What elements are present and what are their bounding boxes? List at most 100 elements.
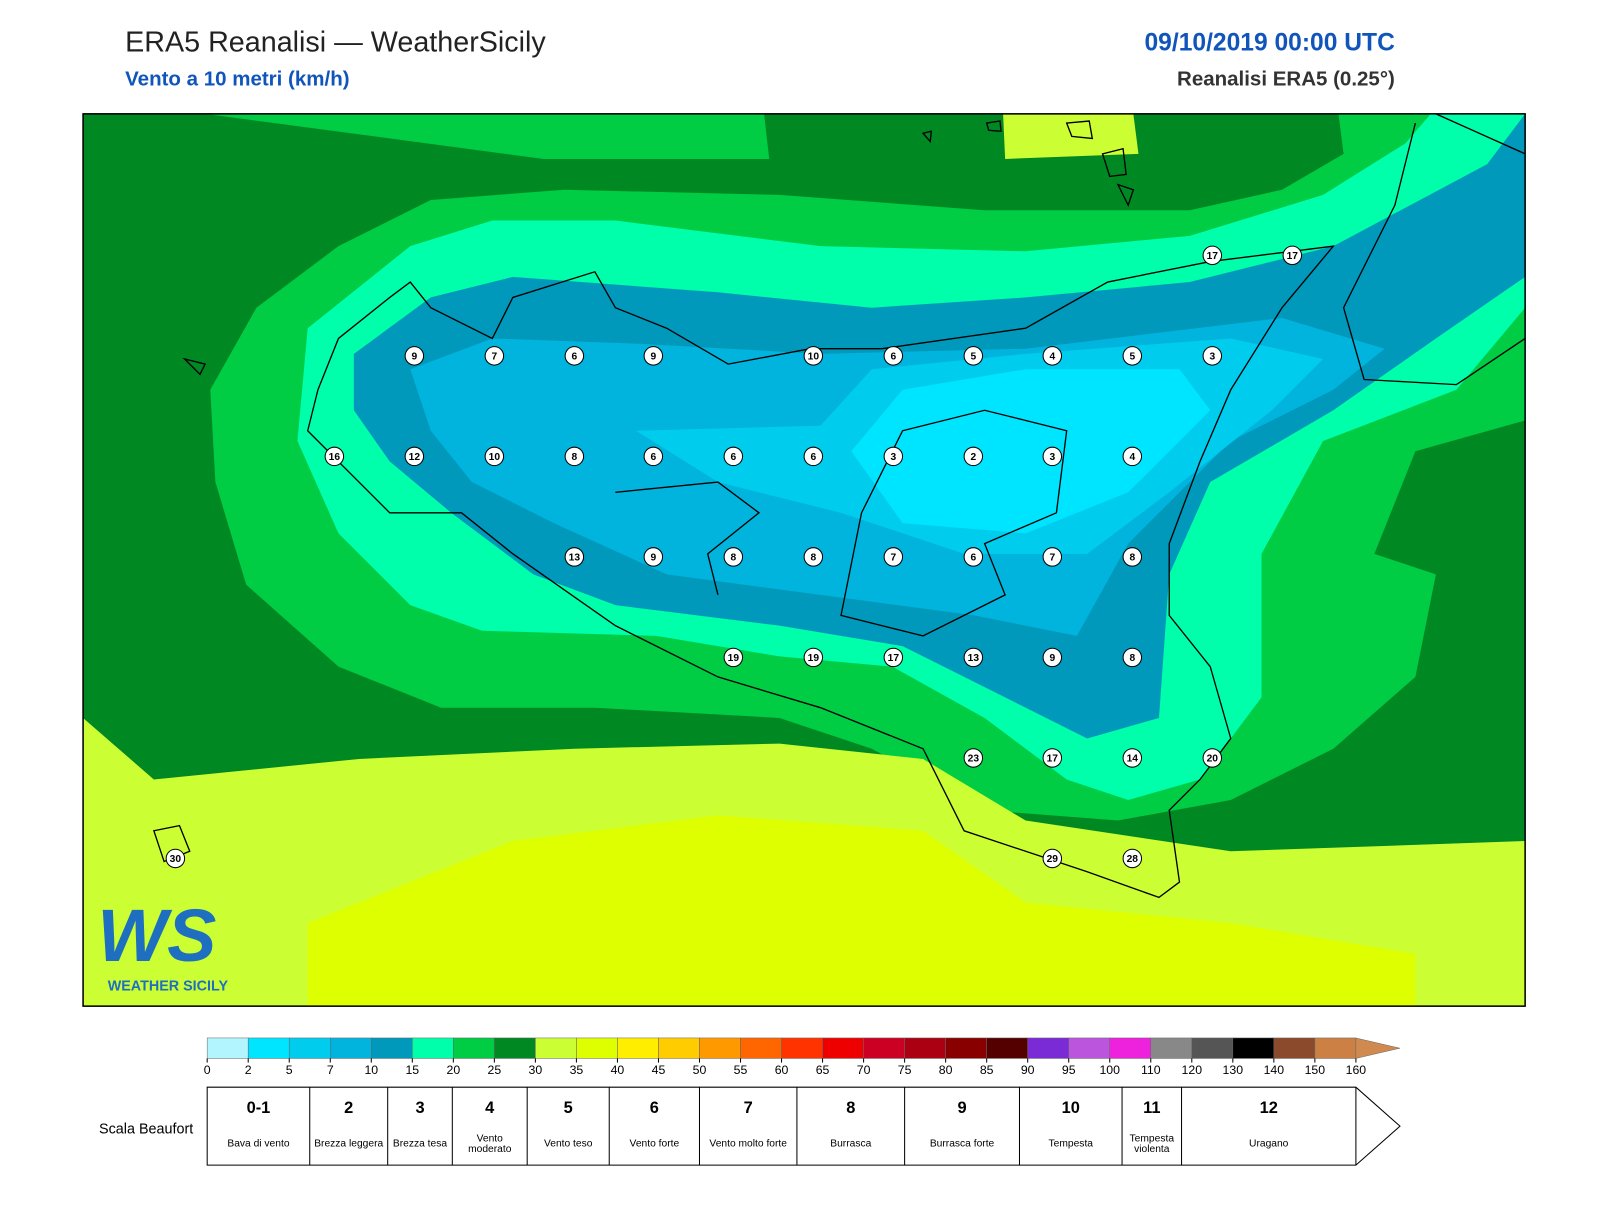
station-value: 14 bbox=[1127, 754, 1139, 765]
station-marker bbox=[723, 547, 744, 567]
beaufort-description: Bava di vento bbox=[227, 1138, 290, 1150]
colorbar-tick-label: 90 bbox=[1021, 1063, 1035, 1077]
beaufort-force: 3 bbox=[415, 1099, 424, 1117]
field-35-40 bbox=[307, 815, 1416, 1007]
station-marker bbox=[643, 446, 664, 467]
colorbar-tick-label: 55 bbox=[734, 1063, 748, 1077]
beaufort-description-box: Vento molto forte bbox=[709, 1138, 787, 1150]
station-marker bbox=[1042, 547, 1063, 567]
station-marker bbox=[803, 547, 824, 567]
colorbar-tick-label: 130 bbox=[1223, 1063, 1244, 1077]
beaufort-description-box: Vento teso bbox=[544, 1139, 592, 1149]
beaufort-description-box: Tempesta violenta bbox=[1129, 1133, 1175, 1155]
station-marker bbox=[1122, 848, 1143, 869]
station-marker bbox=[564, 346, 585, 366]
beaufort-description: Burrasca forte bbox=[929, 1138, 995, 1150]
station-marker bbox=[963, 547, 984, 567]
field-30-35 bbox=[83, 113, 1526, 1007]
beaufort-description: Vento forte bbox=[629, 1138, 680, 1150]
colorbar-segment bbox=[1068, 1037, 1110, 1059]
colorbar-segment bbox=[1027, 1037, 1069, 1059]
field-2-5 bbox=[851, 369, 1211, 534]
station-marker bbox=[803, 446, 824, 467]
colorbar-tick-label: 60 bbox=[775, 1063, 789, 1077]
station-value: 6 bbox=[810, 452, 816, 463]
colorbar-segment bbox=[288, 1037, 331, 1059]
beaufort-description: Burrasca bbox=[830, 1138, 872, 1150]
station-value: 17 bbox=[1207, 251, 1219, 262]
station-marker bbox=[723, 446, 744, 467]
station-marker bbox=[1042, 647, 1063, 668]
station-marker bbox=[883, 446, 904, 467]
station-value: 8 bbox=[1129, 653, 1135, 664]
colorbar-tick-label: 10 bbox=[364, 1063, 378, 1077]
colorbar-tick-label: 20 bbox=[446, 1063, 460, 1077]
station-marker bbox=[1202, 346, 1223, 366]
station-value: 7 bbox=[492, 352, 498, 363]
beaufort-description-box: Uragano bbox=[1249, 1139, 1288, 1149]
colorbar-tick-label: 65 bbox=[816, 1063, 830, 1077]
station-marker bbox=[643, 346, 664, 366]
beaufort-force: 2 bbox=[344, 1099, 353, 1117]
station-marker bbox=[883, 547, 904, 567]
beaufort-force: 10 bbox=[1062, 1099, 1080, 1117]
beaufort-description-box: Vento forte bbox=[629, 1138, 680, 1150]
colorbar-segment bbox=[658, 1037, 700, 1059]
station-value: 10 bbox=[489, 452, 501, 463]
colorbar-tick-label: 7 bbox=[327, 1063, 334, 1077]
beaufort-scale: Scala Beaufort 0-1 Bava di vento 2 Brezza le… bbox=[99, 1086, 1401, 1166]
colorbar-segment bbox=[247, 1037, 290, 1059]
station-marker bbox=[1122, 647, 1143, 668]
logo-caption: WEATHER SICILY bbox=[108, 978, 229, 994]
colorbar-segment bbox=[863, 1037, 905, 1059]
beaufort-description: Tempesta bbox=[1048, 1138, 1093, 1150]
station-value: 17 bbox=[1047, 754, 1059, 765]
beaufort-force: 6 bbox=[650, 1099, 659, 1117]
station-marker bbox=[1042, 848, 1063, 869]
station-value: 17 bbox=[1287, 251, 1299, 262]
station-value: 6 bbox=[572, 352, 578, 363]
station-value: 16 bbox=[329, 452, 341, 463]
colorbar-segment bbox=[1314, 1037, 1357, 1059]
colorbar-tick-label: 160 bbox=[1346, 1063, 1367, 1077]
colorbar-segment bbox=[986, 1037, 1028, 1059]
station-marker bbox=[324, 446, 345, 467]
station-value: 8 bbox=[572, 452, 578, 463]
beaufort-description: Tempesta violenta bbox=[1129, 1133, 1175, 1155]
beaufort-label: Scala Beaufort bbox=[99, 1120, 194, 1137]
map-frame bbox=[82, 113, 1526, 1007]
beaufort-description-box: Burrasca forte bbox=[929, 1138, 995, 1150]
colorbar-segment bbox=[206, 1037, 249, 1059]
beaufort-description-box: Bava di vento bbox=[227, 1138, 290, 1150]
station-marker bbox=[963, 647, 984, 668]
station-value: 23 bbox=[968, 754, 980, 765]
colorbar-segment bbox=[699, 1037, 741, 1059]
station-marker bbox=[963, 446, 984, 467]
colorbar-tick-label: 75 bbox=[898, 1063, 912, 1077]
station-marker bbox=[1122, 346, 1143, 366]
colorbar-tick-label: 50 bbox=[693, 1063, 707, 1077]
colorbar-tick-label: 2 bbox=[245, 1063, 252, 1077]
colorbar-tick-label: 85 bbox=[980, 1063, 994, 1077]
station-value: 9 bbox=[1049, 653, 1055, 664]
logo: WS WEATHER SICILY bbox=[97, 894, 228, 994]
beaufort-force: 11 bbox=[1143, 1099, 1160, 1117]
station-value: 13 bbox=[968, 653, 980, 664]
stations: 17 179 7 6 9 10 6 5 4 5 316 12 10 8 6 6 6 3 2 3 413 9 8 8 7 6 7 819… bbox=[165, 245, 1303, 869]
beaufort-force: 8 bbox=[846, 1099, 855, 1117]
station-value: 20 bbox=[1207, 754, 1219, 765]
colorbar-segment bbox=[740, 1037, 782, 1059]
beaufort-description-box: Tempesta bbox=[1048, 1138, 1093, 1150]
colorbar-segment bbox=[576, 1037, 618, 1059]
beaufort-description: Vento molto forte bbox=[709, 1138, 787, 1150]
station-marker bbox=[404, 446, 425, 467]
colorbar-tick-label: 100 bbox=[1099, 1063, 1120, 1077]
station-marker bbox=[1202, 748, 1223, 768]
station-value: 8 bbox=[1129, 553, 1135, 564]
station-value: 19 bbox=[728, 653, 740, 664]
source: Reanalisi ERA5 (0.25°) bbox=[1177, 67, 1395, 90]
colorbar-tick-label: 35 bbox=[570, 1063, 584, 1077]
station-value: 10 bbox=[808, 352, 820, 363]
station-value: 28 bbox=[1127, 854, 1139, 865]
